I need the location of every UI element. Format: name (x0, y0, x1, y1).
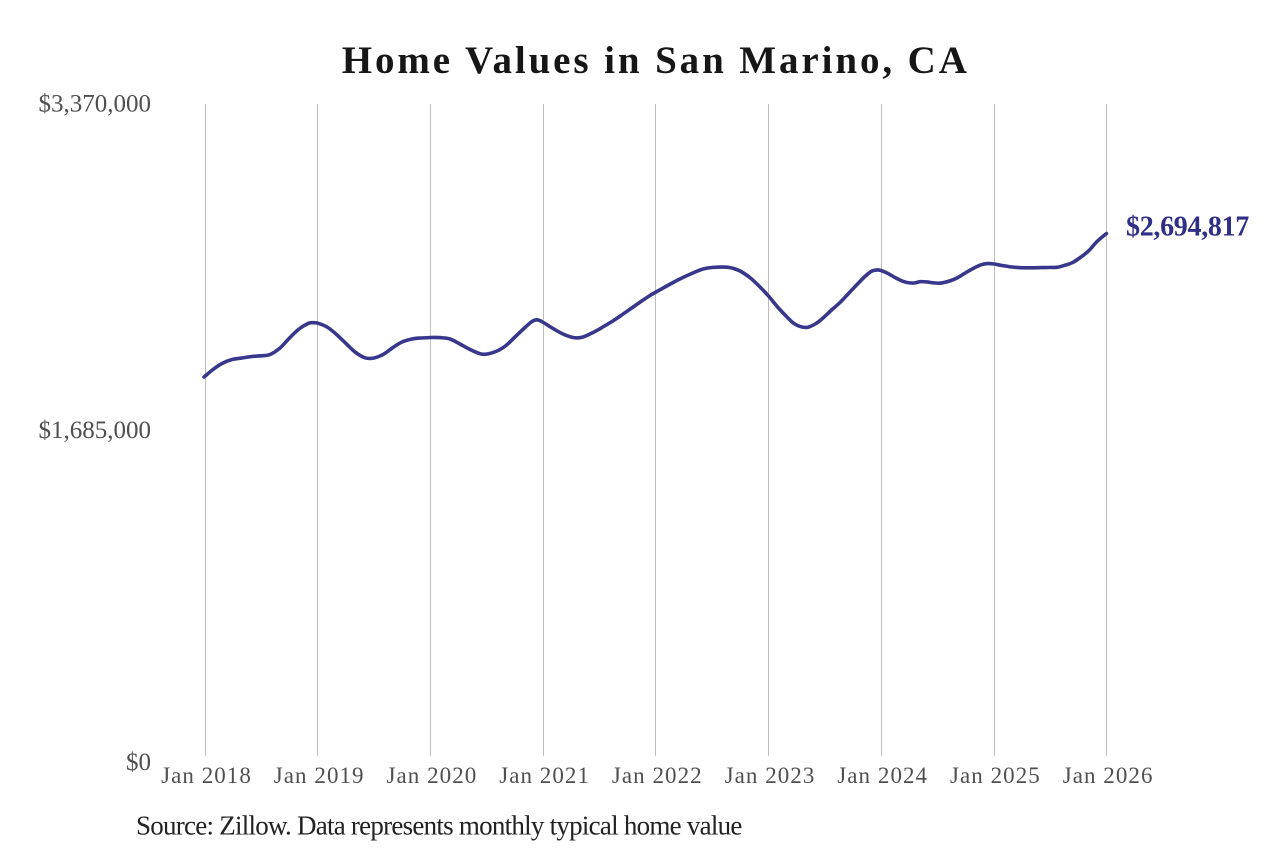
svg-text:$3,370,000: $3,370,000 (39, 90, 152, 117)
svg-text:Jan 2025: Jan 2025 (950, 763, 1041, 788)
svg-text:$2,694,817: $2,694,817 (1126, 212, 1249, 243)
svg-text:Jan 2019: Jan 2019 (274, 763, 365, 788)
svg-text:Jan 2023: Jan 2023 (725, 763, 816, 788)
svg-text:Jan 2024: Jan 2024 (837, 763, 928, 788)
svg-text:Jan 2021: Jan 2021 (499, 763, 590, 788)
svg-text:Source: Zillow. Data represent: Source: Zillow. Data represents monthly … (136, 811, 742, 841)
svg-text:Jan 2018: Jan 2018 (161, 763, 252, 788)
svg-text:$0: $0 (126, 749, 151, 776)
svg-text:Jan 2022: Jan 2022 (612, 763, 703, 788)
svg-text:$1,685,000: $1,685,000 (39, 417, 152, 444)
svg-text:Jan 2020: Jan 2020 (386, 763, 477, 788)
svg-text:Jan 2026: Jan 2026 (1063, 763, 1154, 788)
svg-text:Home Values in San Marino, CA: Home Values in San Marino, CA (342, 39, 970, 82)
